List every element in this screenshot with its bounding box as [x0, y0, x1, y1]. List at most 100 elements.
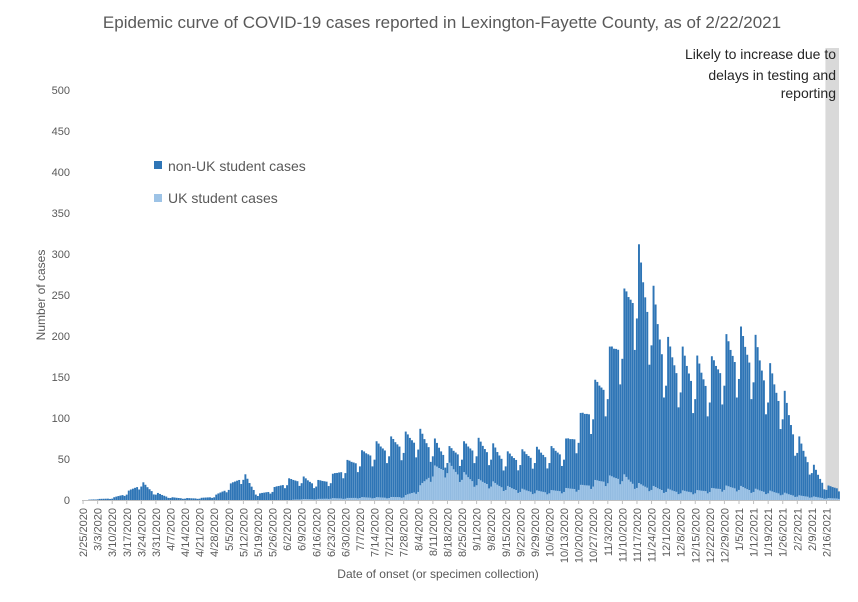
- y-tick-label: 250: [52, 290, 70, 302]
- bar-non-uk: [657, 324, 659, 500]
- x-tick-label: 4/7/2020: [166, 508, 178, 551]
- bar-uk: [584, 485, 586, 500]
- bar-non-uk: [811, 473, 813, 500]
- bar-non-uk: [238, 480, 240, 500]
- bar-non-uk: [130, 490, 132, 501]
- bar-non-uk: [207, 497, 209, 500]
- bar-uk: [728, 486, 730, 500]
- bar-uk: [434, 465, 436, 500]
- bar-non-uk: [742, 336, 744, 500]
- bar-non-uk: [224, 491, 226, 500]
- bar-uk: [473, 487, 475, 500]
- bar-uk: [615, 478, 617, 500]
- bar-uk: [515, 490, 517, 500]
- bar-non-uk: [259, 493, 261, 500]
- bar-uk: [559, 491, 561, 500]
- bar-uk: [815, 497, 817, 500]
- bar-non-uk: [405, 432, 407, 500]
- bar-non-uk: [147, 487, 149, 500]
- bar-non-uk: [282, 485, 284, 500]
- bar-non-uk: [213, 497, 215, 500]
- bar-uk: [421, 483, 423, 500]
- bar-non-uk: [263, 493, 265, 500]
- bar-uk: [813, 496, 815, 500]
- x-tick-label: 2/9/2021: [807, 508, 819, 551]
- bar-uk: [494, 483, 496, 500]
- bar-uk: [511, 488, 513, 500]
- bar-uk: [721, 492, 723, 500]
- bar-non-uk: [117, 496, 119, 500]
- x-tick-label: 6/23/2020: [326, 508, 338, 557]
- bar-uk: [663, 493, 665, 500]
- bar-non-uk: [619, 384, 621, 500]
- bar-uk: [780, 495, 782, 500]
- x-tick-label: 12/22/2020: [705, 508, 717, 563]
- bar-non-uk: [180, 498, 182, 500]
- bar-uk: [680, 493, 682, 500]
- bar-uk: [671, 490, 673, 500]
- bar-uk: [832, 498, 834, 500]
- bar-uk: [346, 498, 348, 500]
- bar-uk: [363, 497, 365, 500]
- bar-uk: [488, 488, 490, 500]
- bar-uk: [498, 486, 500, 500]
- bar-uk: [399, 497, 401, 500]
- bar-uk: [790, 495, 792, 500]
- bar-non-uk: [753, 382, 755, 500]
- bar-non-uk: [819, 479, 821, 500]
- x-tick-label: 4/14/2020: [180, 508, 192, 557]
- legend-swatch-non-uk: [154, 161, 162, 169]
- y-tick-label: 400: [52, 167, 70, 179]
- bar-non-uk: [644, 297, 646, 500]
- bar-non-uk: [392, 439, 394, 500]
- bar-uk: [388, 498, 390, 500]
- bar-non-uk: [201, 498, 203, 500]
- bar-uk: [567, 488, 569, 500]
- bar-non-uk: [403, 453, 405, 500]
- bar-uk: [675, 492, 677, 500]
- bar-non-uk: [675, 373, 677, 500]
- bar-uk: [396, 497, 398, 500]
- bar-uk: [296, 499, 298, 500]
- bar-uk: [630, 482, 632, 500]
- bar-uk: [628, 480, 630, 500]
- bar-uk: [576, 492, 578, 500]
- bar-uk: [513, 489, 515, 500]
- bar-non-uk: [763, 380, 765, 500]
- bar-uk: [334, 498, 336, 500]
- bar-non-uk: [680, 392, 682, 500]
- legend-label-non-uk: non-UK student cases: [168, 158, 306, 174]
- bar-non-uk: [721, 404, 723, 500]
- bar-non-uk: [317, 480, 319, 500]
- bar-non-uk: [155, 495, 157, 500]
- bar-uk: [490, 487, 492, 500]
- y-tick-label: 150: [52, 372, 70, 384]
- bar-uk: [442, 470, 444, 500]
- bar-uk: [417, 492, 419, 500]
- bar-uk: [700, 491, 702, 500]
- y-tick-label: 450: [52, 126, 70, 138]
- bar-uk: [446, 473, 448, 500]
- bar-uk: [532, 494, 534, 500]
- bar-uk: [619, 484, 621, 500]
- bar-uk: [588, 486, 590, 500]
- bar-uk: [353, 498, 355, 500]
- bar-uk: [453, 469, 455, 500]
- bar-uk: [301, 499, 303, 500]
- bar-non-uk: [301, 483, 303, 500]
- bar-uk: [713, 488, 715, 500]
- x-tick-label: 8/11/2020: [428, 508, 440, 556]
- bar-non-uk: [694, 399, 696, 500]
- x-tick-label: 8/4/2020: [413, 508, 425, 551]
- bar-non-uk: [209, 497, 211, 500]
- bar-non-uk: [203, 498, 205, 500]
- bar-uk: [444, 477, 446, 500]
- bar-non-uk: [796, 453, 798, 500]
- bar-non-uk: [319, 480, 321, 500]
- bar-non-uk: [332, 474, 334, 500]
- bar-uk: [457, 474, 459, 500]
- bar-uk: [771, 491, 773, 500]
- bar-non-uk: [103, 499, 105, 500]
- y-tick-label: 0: [64, 495, 70, 507]
- bar-non-uk: [630, 300, 632, 500]
